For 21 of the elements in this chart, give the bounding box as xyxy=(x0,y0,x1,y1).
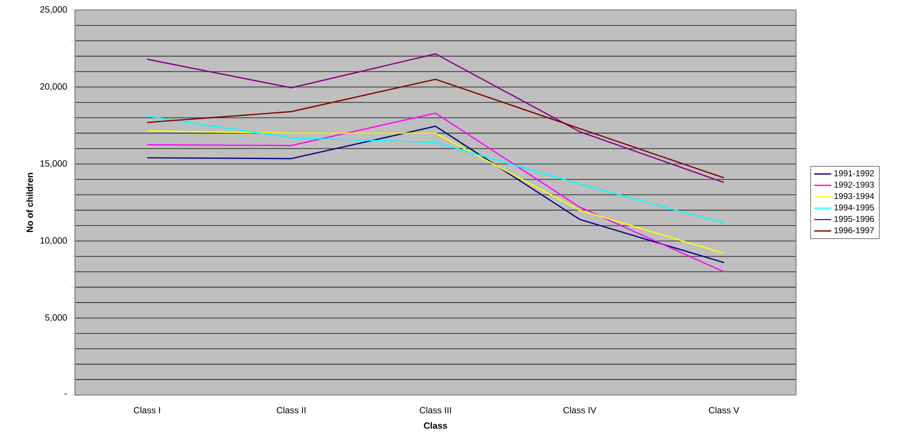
x-tick-label: Class II xyxy=(276,406,306,414)
x-tick-label: Class I xyxy=(134,406,160,414)
legend-label: 1994-1995 xyxy=(834,204,874,210)
x-tick-label: Class III xyxy=(420,406,451,414)
y-tick-label: 15,000 xyxy=(40,160,67,168)
legend-label: 1993-1994 xyxy=(834,193,874,200)
x-tick-label: Class IV xyxy=(563,406,596,414)
y-tick-label: 5,000 xyxy=(45,314,67,322)
y-axis-title: No of children xyxy=(26,172,33,232)
y-tick-label: 25,000 xyxy=(40,6,67,14)
line-series xyxy=(146,116,725,224)
x-axis-title: Class xyxy=(424,422,448,429)
line-series xyxy=(146,53,725,184)
x-tick-label: Class V xyxy=(708,406,740,414)
y-tick-label: 10,000 xyxy=(40,237,67,245)
legend-label: 1996-1997 xyxy=(834,227,874,234)
y-tick-label: 20,000 xyxy=(40,83,67,91)
legend-label: 1991-1992 xyxy=(834,170,874,176)
legend-label: 1992-1993 xyxy=(834,182,874,188)
legend-label: 1995-1996 xyxy=(834,216,874,222)
line-series xyxy=(146,78,725,178)
